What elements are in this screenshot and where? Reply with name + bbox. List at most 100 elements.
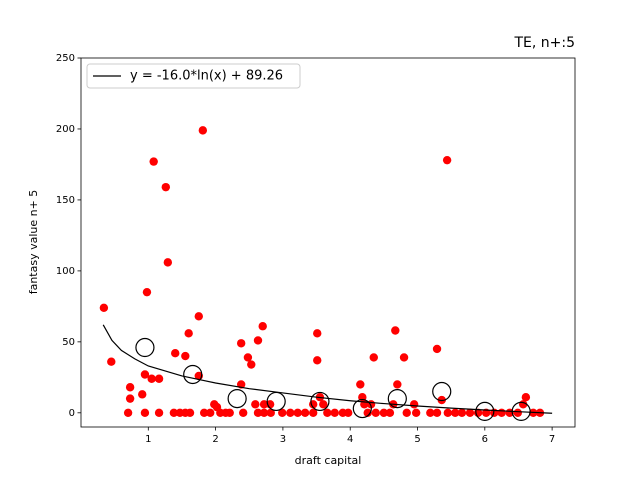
point	[443, 408, 452, 418]
point	[138, 390, 147, 399]
point	[411, 408, 421, 418]
point	[451, 408, 460, 418]
point	[99, 303, 109, 312]
point	[125, 394, 135, 403]
bin-mean	[266, 391, 286, 412]
plot-frame	[80, 57, 576, 428]
point	[513, 408, 522, 418]
point	[371, 408, 380, 418]
point	[426, 408, 435, 418]
point	[125, 383, 135, 392]
point	[308, 408, 318, 418]
point	[169, 408, 179, 418]
point	[313, 329, 322, 338]
bin-mean	[227, 389, 247, 409]
point	[343, 408, 353, 418]
point	[409, 400, 419, 409]
bin-mean	[511, 401, 531, 421]
point	[198, 126, 208, 135]
point	[185, 408, 195, 418]
point	[253, 408, 263, 418]
x-tick-label: 6	[482, 434, 488, 445]
point	[194, 312, 203, 321]
point	[238, 408, 248, 418]
y-tick-label: 200	[56, 124, 75, 135]
point	[313, 356, 322, 365]
point	[199, 408, 209, 418]
bin-mean	[387, 389, 407, 409]
point	[225, 408, 234, 418]
point	[432, 408, 442, 418]
point	[247, 360, 256, 369]
bin-mean	[352, 398, 372, 419]
point	[465, 408, 475, 418]
point	[251, 400, 260, 409]
point	[181, 351, 190, 361]
point	[259, 400, 269, 409]
x-axis-label: draft capital	[295, 454, 362, 467]
bin-mean	[183, 364, 203, 385]
point	[402, 408, 411, 418]
y-axis-label: fantasy value n+ 5	[27, 190, 40, 295]
point	[149, 157, 158, 166]
point	[356, 380, 365, 389]
point	[163, 258, 173, 267]
point	[243, 353, 253, 362]
point	[300, 408, 310, 418]
point	[385, 408, 395, 418]
point	[184, 329, 193, 338]
bin-mean	[135, 337, 155, 358]
point	[258, 322, 267, 331]
point	[286, 408, 295, 418]
point	[107, 357, 116, 366]
point	[391, 326, 400, 335]
y-tick-label: 250	[56, 53, 75, 64]
x-tick-label: 3	[280, 434, 286, 445]
point	[319, 400, 328, 409]
point	[363, 408, 372, 418]
point	[259, 408, 269, 418]
x-tick-label: 5	[414, 434, 420, 445]
legend-box	[86, 63, 301, 89]
y-tick-label: 50	[62, 337, 75, 348]
y-tick-label: 100	[56, 266, 75, 277]
point	[161, 182, 171, 192]
x-tick-label: 4	[347, 434, 353, 445]
point	[278, 408, 287, 418]
point	[236, 339, 246, 348]
point	[393, 380, 402, 389]
bin-mean	[310, 391, 330, 412]
point	[330, 408, 339, 418]
point	[457, 408, 467, 418]
fit-line	[102, 324, 553, 414]
point	[147, 374, 156, 383]
point	[123, 408, 133, 418]
point	[497, 408, 506, 418]
point	[399, 353, 409, 362]
x-tick-label: 7	[549, 434, 555, 445]
point	[293, 408, 302, 418]
point	[323, 408, 332, 418]
bin-mean	[432, 381, 452, 402]
point	[379, 408, 389, 418]
point	[521, 392, 531, 402]
legend-label: y = -16.0*ln(x) + 89.26	[130, 69, 283, 84]
x-tick-label: 1	[145, 434, 151, 445]
point	[171, 349, 180, 358]
point	[142, 287, 152, 297]
point	[266, 408, 275, 418]
point	[154, 408, 164, 418]
point	[206, 408, 215, 418]
point	[140, 370, 150, 379]
point	[140, 408, 150, 418]
y-tick-label: 150	[56, 195, 75, 206]
point	[432, 344, 442, 354]
chart-title: TE, n+:5	[513, 35, 575, 51]
point	[369, 353, 378, 362]
x-tick-label: 2	[212, 434, 218, 445]
point	[253, 336, 263, 345]
point	[154, 374, 164, 383]
bin-mean	[475, 401, 495, 421]
y-tick-label: 0	[69, 408, 75, 419]
